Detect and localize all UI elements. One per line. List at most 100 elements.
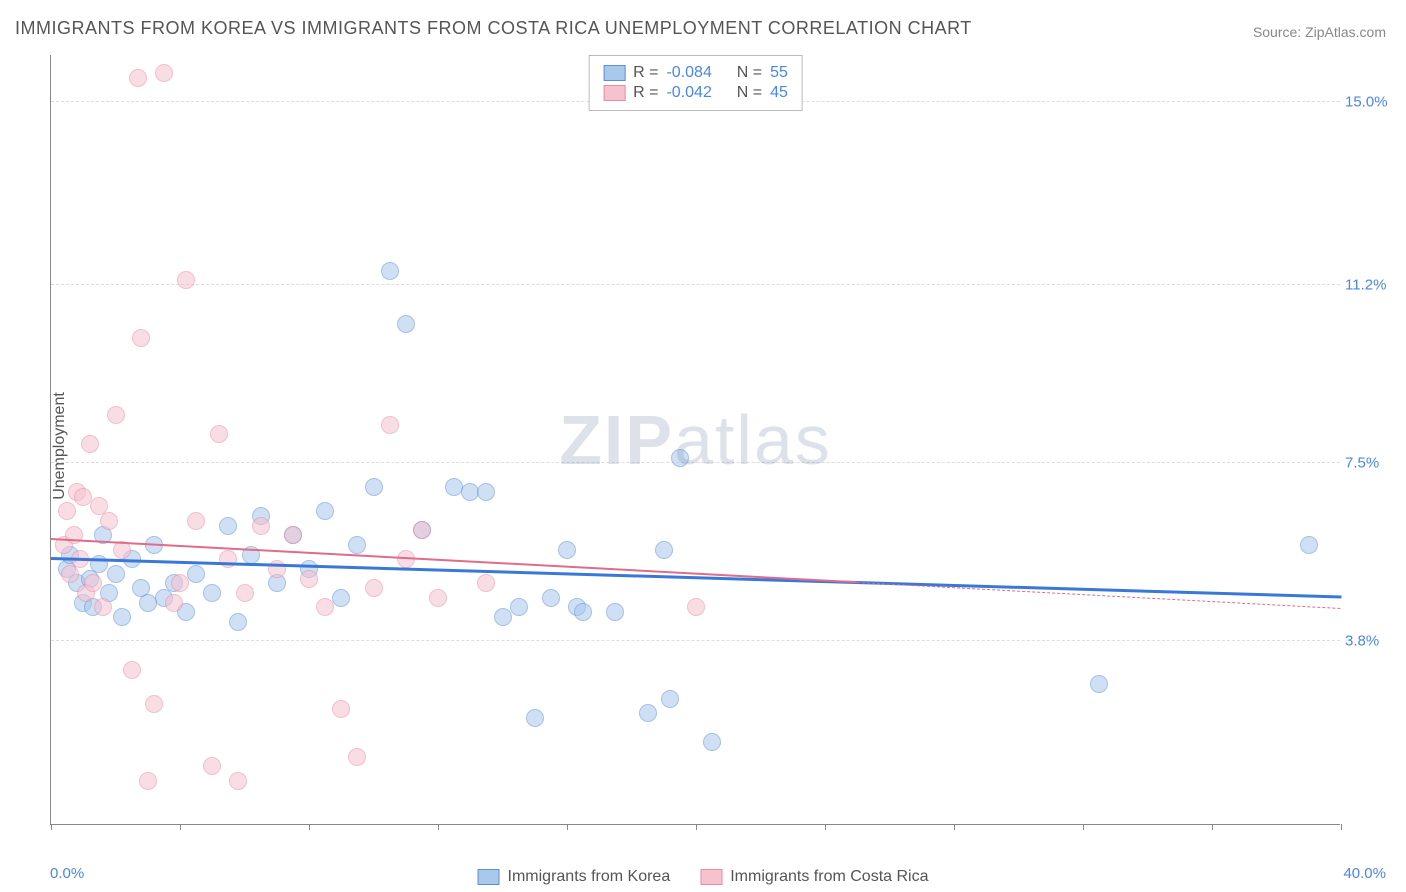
scatter-point bbox=[381, 416, 399, 434]
x-min-label: 0.0% bbox=[50, 865, 84, 882]
scatter-point bbox=[187, 565, 205, 583]
x-tick bbox=[1212, 824, 1213, 830]
correlation-legend: R = -0.084 N = 55 R = -0.042 N = 45 bbox=[588, 55, 803, 111]
scatter-point bbox=[413, 521, 431, 539]
scatter-point bbox=[252, 517, 270, 535]
legend-row-costarica: R = -0.042 N = 45 bbox=[603, 84, 788, 102]
scatter-point bbox=[123, 661, 141, 679]
x-tick bbox=[696, 824, 697, 830]
legend-label-korea: Immigrants from Korea bbox=[508, 868, 671, 886]
scatter-point bbox=[236, 584, 254, 602]
scatter-point bbox=[558, 541, 576, 559]
r-value-korea: -0.084 bbox=[666, 64, 711, 82]
y-tick-label: 7.5% bbox=[1345, 455, 1400, 472]
scatter-point bbox=[542, 589, 560, 607]
source-link[interactable]: ZipAtlas.com bbox=[1305, 24, 1386, 40]
scatter-point bbox=[94, 598, 112, 616]
x-tick bbox=[1341, 824, 1342, 830]
scatter-point bbox=[606, 603, 624, 621]
scatter-point bbox=[58, 502, 76, 520]
scatter-point bbox=[107, 565, 125, 583]
scatter-point bbox=[494, 608, 512, 626]
x-tick bbox=[567, 824, 568, 830]
y-gridline bbox=[51, 462, 1340, 463]
watermark-rest: atlas bbox=[674, 401, 832, 479]
scatter-point bbox=[74, 488, 92, 506]
scatter-point bbox=[671, 449, 689, 467]
legend-item-korea: Immigrants from Korea bbox=[478, 868, 671, 886]
scatter-point bbox=[81, 435, 99, 453]
scatter-point bbox=[1300, 536, 1318, 554]
scatter-point bbox=[145, 695, 163, 713]
scatter-point bbox=[187, 512, 205, 530]
swatch-costarica-icon bbox=[700, 869, 722, 885]
plot-area: ZIPatlas R = -0.084 N = 55 R = -0.042 N … bbox=[50, 55, 1340, 825]
scatter-point bbox=[332, 589, 350, 607]
scatter-point bbox=[703, 733, 721, 751]
scatter-point bbox=[365, 579, 383, 597]
scatter-point bbox=[397, 315, 415, 333]
watermark-bold: ZIP bbox=[559, 401, 674, 479]
y-tick-label: 15.0% bbox=[1345, 94, 1400, 111]
scatter-point bbox=[284, 526, 302, 544]
scatter-point bbox=[661, 690, 679, 708]
scatter-point bbox=[332, 700, 350, 718]
x-tick bbox=[51, 824, 52, 830]
legend-item-costarica: Immigrants from Costa Rica bbox=[700, 868, 928, 886]
scatter-point bbox=[300, 570, 318, 588]
series-legend: Immigrants from Korea Immigrants from Co… bbox=[478, 868, 929, 886]
r-value-costarica: -0.042 bbox=[666, 84, 711, 102]
source-attribution: Source: ZipAtlas.com bbox=[1253, 24, 1386, 40]
swatch-korea bbox=[603, 65, 625, 81]
x-tick bbox=[1083, 824, 1084, 830]
n-value-costarica: 45 bbox=[770, 84, 788, 102]
scatter-point bbox=[655, 541, 673, 559]
scatter-point bbox=[477, 574, 495, 592]
scatter-point bbox=[510, 598, 528, 616]
scatter-point bbox=[316, 502, 334, 520]
r-label: R = bbox=[633, 64, 658, 82]
x-tick bbox=[438, 824, 439, 830]
scatter-point bbox=[687, 598, 705, 616]
scatter-point bbox=[1090, 675, 1108, 693]
scatter-point bbox=[365, 478, 383, 496]
r-label: R = bbox=[633, 84, 658, 102]
x-tick bbox=[180, 824, 181, 830]
scatter-point bbox=[477, 483, 495, 501]
scatter-point bbox=[203, 584, 221, 602]
scatter-point bbox=[348, 536, 366, 554]
scatter-point bbox=[155, 64, 173, 82]
x-tick bbox=[954, 824, 955, 830]
source-prefix: Source: bbox=[1253, 24, 1305, 40]
y-gridline bbox=[51, 640, 1340, 641]
watermark: ZIPatlas bbox=[559, 400, 832, 480]
scatter-point bbox=[203, 757, 221, 775]
scatter-point bbox=[381, 262, 399, 280]
scatter-point bbox=[129, 69, 147, 87]
scatter-point bbox=[229, 772, 247, 790]
scatter-point bbox=[526, 709, 544, 727]
x-tick bbox=[309, 824, 310, 830]
scatter-point bbox=[229, 613, 247, 631]
scatter-point bbox=[316, 598, 334, 616]
legend-label-costarica: Immigrants from Costa Rica bbox=[730, 868, 928, 886]
n-value-korea: 55 bbox=[770, 64, 788, 82]
scatter-point bbox=[177, 271, 195, 289]
y-gridline bbox=[51, 284, 1340, 285]
n-label: N = bbox=[737, 64, 762, 82]
x-max-label: 40.0% bbox=[1343, 865, 1386, 882]
x-tick bbox=[825, 824, 826, 830]
scatter-point bbox=[100, 512, 118, 530]
chart-title: IMMIGRANTS FROM KOREA VS IMMIGRANTS FROM… bbox=[15, 18, 972, 39]
y-tick-label: 3.8% bbox=[1345, 633, 1400, 650]
scatter-point bbox=[639, 704, 657, 722]
scatter-point bbox=[107, 406, 125, 424]
scatter-point bbox=[219, 550, 237, 568]
scatter-point bbox=[348, 748, 366, 766]
scatter-point bbox=[219, 517, 237, 535]
scatter-point bbox=[165, 594, 183, 612]
scatter-point bbox=[429, 589, 447, 607]
scatter-point bbox=[132, 329, 150, 347]
swatch-korea-icon bbox=[478, 869, 500, 885]
scatter-point bbox=[113, 608, 131, 626]
